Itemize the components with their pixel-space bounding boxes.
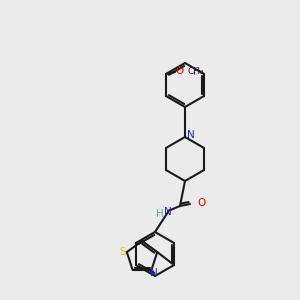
Text: S: S [119, 247, 126, 257]
Text: O: O [176, 66, 184, 76]
Text: N: N [150, 268, 157, 278]
Text: N: N [187, 130, 195, 140]
Text: CH₃: CH₃ [188, 67, 205, 76]
Text: H: H [156, 209, 164, 219]
Text: O: O [198, 198, 206, 208]
Text: N: N [164, 207, 172, 217]
Text: F: F [193, 67, 199, 77]
